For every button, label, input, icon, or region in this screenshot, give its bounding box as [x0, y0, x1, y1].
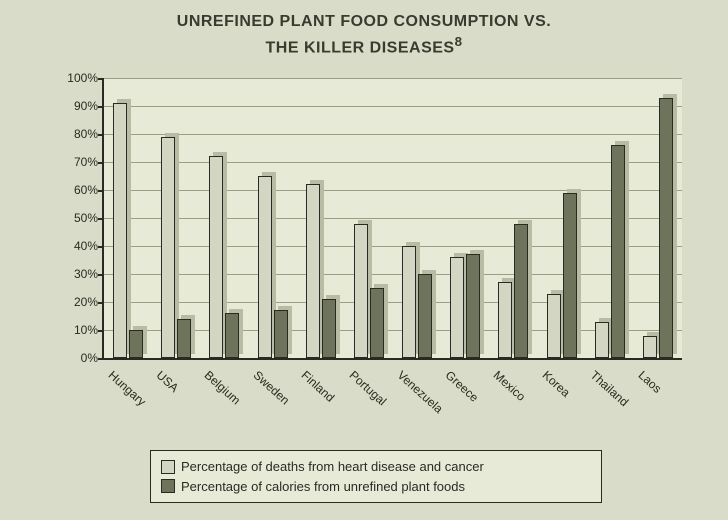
gridline — [104, 106, 682, 107]
bar-calories — [225, 313, 239, 358]
gridline — [104, 134, 682, 135]
legend-item-calories: Percentage of calories from unrefined pl… — [161, 477, 591, 497]
gridline — [104, 274, 682, 275]
bar-deaths — [161, 137, 175, 358]
y-axis-label: 70% — [48, 155, 98, 169]
x-axis-label: Laos — [636, 368, 665, 396]
x-axis-label: Finland — [298, 368, 337, 405]
bar-deaths — [595, 322, 609, 358]
x-axis-label: Belgium — [202, 368, 244, 407]
x-axis-label: Greece — [443, 368, 482, 405]
plot-area: 0%10%20%30%40%50%60%70%80%90%100%Hungary… — [102, 78, 682, 360]
bar-calories — [129, 330, 143, 358]
y-axis-label: 100% — [48, 71, 98, 85]
legend-item-deaths: Percentage of deaths from heart disease … — [161, 457, 591, 477]
chart-title: UNREFINED PLANT FOOD CONSUMPTION VS. THE… — [0, 0, 728, 59]
bar-calories — [611, 145, 625, 358]
gridline — [104, 190, 682, 191]
y-tick — [98, 274, 104, 276]
gridline — [104, 302, 682, 303]
y-axis-label: 10% — [48, 323, 98, 337]
x-axis-label: Venezuela — [395, 368, 446, 416]
bar-deaths — [643, 336, 657, 358]
legend-label-deaths: Percentage of deaths from heart disease … — [181, 457, 484, 477]
x-axis-label: USA — [154, 368, 182, 395]
x-axis-label: Sweden — [250, 368, 292, 407]
y-tick — [98, 78, 104, 80]
title-footnote: 8 — [455, 34, 463, 49]
bar-calories — [370, 288, 384, 358]
chart-area: 0%10%20%30%40%50%60%70%80%90%100%Hungary… — [60, 78, 680, 398]
bar-calories — [274, 310, 288, 358]
y-axis-label: 60% — [48, 183, 98, 197]
y-tick — [98, 302, 104, 304]
y-axis-label: 40% — [48, 239, 98, 253]
y-axis-label: 50% — [48, 211, 98, 225]
gridline — [104, 218, 682, 219]
legend-label-calories: Percentage of calories from unrefined pl… — [181, 477, 465, 497]
gridline — [104, 162, 682, 163]
gridline — [104, 78, 682, 79]
x-axis-label: Korea — [539, 368, 572, 400]
bar-deaths — [402, 246, 416, 358]
bar-deaths — [450, 257, 464, 358]
y-tick — [98, 330, 104, 332]
bar-calories — [418, 274, 432, 358]
x-axis-label: Thailand — [587, 368, 631, 409]
title-line-2: THE KILLER DISEASES8 — [0, 33, 728, 59]
y-axis-label: 80% — [48, 127, 98, 141]
bar-calories — [563, 193, 577, 358]
bar-calories — [514, 224, 528, 358]
legend-swatch-dark — [161, 479, 175, 493]
title-line-1: UNREFINED PLANT FOOD CONSUMPTION VS. — [0, 12, 728, 33]
y-axis-label: 20% — [48, 295, 98, 309]
y-tick — [98, 246, 104, 248]
x-axis-label: Portugal — [347, 368, 390, 408]
bar-deaths — [113, 103, 127, 358]
bar-calories — [322, 299, 336, 358]
bar-deaths — [547, 294, 561, 358]
bar-calories — [466, 254, 480, 358]
bar-calories — [177, 319, 191, 358]
bar-deaths — [306, 184, 320, 358]
bar-deaths — [498, 282, 512, 358]
bar-deaths — [258, 176, 272, 358]
y-tick — [98, 190, 104, 192]
y-tick — [98, 162, 104, 164]
y-tick — [98, 134, 104, 136]
bar-calories — [659, 98, 673, 358]
y-axis-label: 30% — [48, 267, 98, 281]
y-axis-label: 90% — [48, 99, 98, 113]
y-tick — [98, 218, 104, 220]
legend: Percentage of deaths from heart disease … — [150, 450, 602, 503]
title-text: THE KILLER DISEASES — [266, 39, 455, 56]
legend-swatch-light — [161, 460, 175, 474]
bar-deaths — [209, 156, 223, 358]
bar-deaths — [354, 224, 368, 358]
y-axis-label: 0% — [48, 351, 98, 365]
y-tick — [98, 358, 104, 360]
gridline — [104, 246, 682, 247]
y-tick — [98, 106, 104, 108]
x-axis-label: Hungary — [106, 368, 149, 409]
x-axis-label: Mexico — [491, 368, 529, 404]
